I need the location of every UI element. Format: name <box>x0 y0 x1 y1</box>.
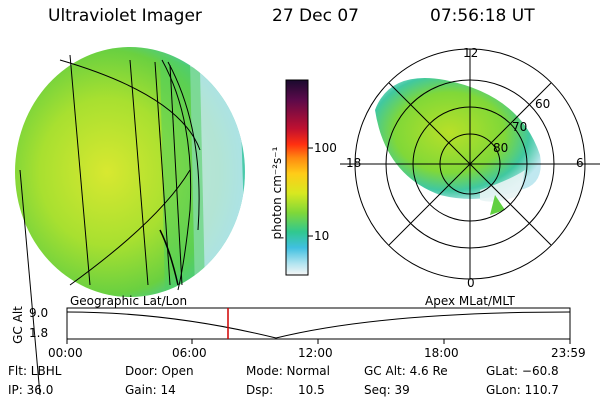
time-tick-0000: 00:00 <box>48 346 83 360</box>
instrument-title: Ultraviolet Imager <box>48 6 202 26</box>
mlt-label-12: 12 <box>463 46 479 60</box>
date-label: 27 Dec 07 <box>272 6 359 26</box>
colorbar-tick-100: 100 <box>314 141 337 155</box>
ip-info: IP: 36.0 <box>8 383 54 397</box>
time-tick-1200: 12:00 <box>298 346 333 360</box>
lat-label-60: 60 <box>535 97 551 111</box>
mlt-label-6: 6 <box>576 156 584 170</box>
colorbar-tick-10: 10 <box>314 229 330 243</box>
apex-label: Apex MLat/MLT <box>425 294 515 308</box>
altitude-tick-high: 9.0 <box>29 306 49 320</box>
geo-grid-lines <box>19 54 201 396</box>
time-tick-0600: 06:00 <box>172 346 207 360</box>
door-info: Door: Open <box>125 364 194 378</box>
altitude-axis-label: GC Alt <box>11 306 25 344</box>
gc-alt-info: GC Alt: 4.6 Re <box>364 364 448 378</box>
time-label: 07:56:18 UT <box>430 6 535 26</box>
dsp-value: 10.5 <box>298 383 325 397</box>
time-tick-1800: 18:00 <box>424 346 459 360</box>
lat-label-70: 70 <box>512 120 528 134</box>
gain-info: Gain: 14 <box>125 383 176 397</box>
mlt-label-0: 0 <box>467 276 475 290</box>
filter-info: Flt: LBHL <box>8 364 62 378</box>
lat-label-80: 80 <box>493 141 509 155</box>
geographic-label: Geographic Lat/Lon <box>70 294 188 308</box>
dsp-label: Dsp: <box>246 383 274 397</box>
mode-info: Mode: Normal <box>246 364 330 378</box>
altitude-tick-low: 1.8 <box>29 326 49 340</box>
mlt-label-18: 18 <box>346 156 362 170</box>
time-tick-2359: 23:59 <box>551 346 586 360</box>
glat-info: GLat: −60.8 <box>486 364 559 378</box>
glon-info: GLon: 110.7 <box>486 383 559 397</box>
seq-info: Seq: 39 <box>364 383 410 397</box>
